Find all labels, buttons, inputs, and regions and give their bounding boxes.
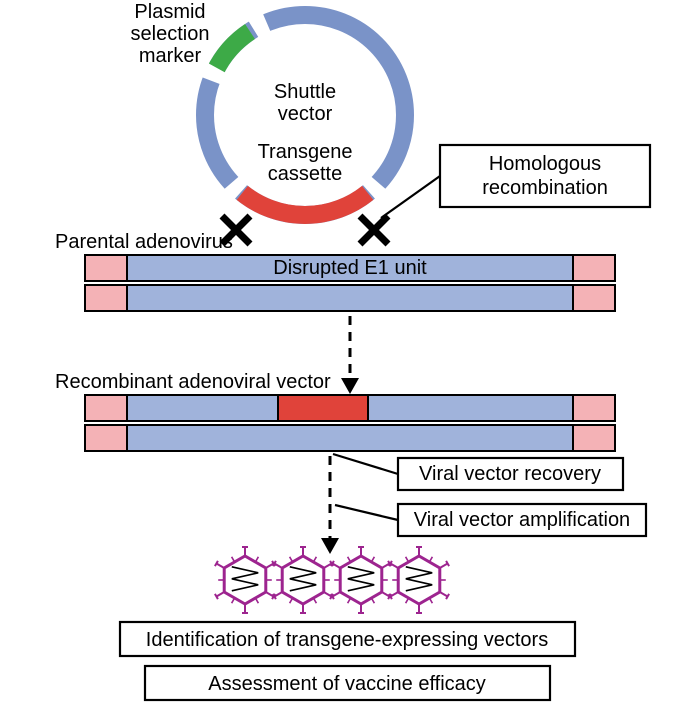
plasmid-label-2: selection (131, 23, 210, 45)
parental-adenovirus-bars: Disrupted E1 unit (85, 255, 615, 311)
virus-icon (273, 547, 333, 613)
plasmid-label-1: Plasmid (134, 1, 205, 23)
recombinant-vector-label: Recombinant adenoviral vector (55, 371, 331, 393)
recombinant-vector-bars (85, 395, 615, 451)
transgene-label-1: Transgene (258, 141, 353, 163)
identification-label: Identification of transgene-expressing v… (146, 629, 548, 651)
shuttle-vector-ring: Shuttle vector Transgene cassette (205, 15, 405, 215)
disrupted-e1-label: Disrupted E1 unit (273, 257, 427, 279)
virus-icon (331, 547, 391, 613)
plasmid-label-3: marker (139, 45, 202, 67)
plasmid-selection-marker-label: Plasmid selection marker (131, 1, 210, 67)
recovery-label: Viral vector recovery (419, 463, 601, 485)
virus-icon (389, 547, 449, 613)
transgene-label-2: cassette (268, 163, 342, 185)
arrow-parental-to-recombinant (341, 316, 359, 394)
amplification-label: Viral vector amplification (414, 509, 630, 531)
viral-vector-amplification-box: Viral vector amplification (335, 504, 646, 536)
virus-particles (215, 547, 449, 613)
virus-icon (215, 547, 275, 613)
efficacy-label: Assessment of vaccine efficacy (208, 673, 486, 695)
identification-box: Identification of transgene-expressing v… (120, 622, 575, 656)
recombination-x-right (360, 216, 388, 244)
viral-vector-recovery-box: Viral vector recovery (333, 454, 623, 490)
adenoviral-vector-flowchart: Shuttle vector Transgene cassette Plasmi… (0, 0, 700, 725)
shuttle-vector-label-2: vector (278, 103, 333, 125)
homologous-recombination-box: Homologous recombination (381, 145, 650, 218)
homologous-label-2: recombination (482, 177, 608, 199)
efficacy-box: Assessment of vaccine efficacy (145, 666, 550, 700)
parental-adenovirus-label: Parental adenovirus (55, 231, 233, 253)
homologous-label-1: Homologous (489, 153, 601, 175)
shuttle-vector-label-1: Shuttle (274, 81, 336, 103)
